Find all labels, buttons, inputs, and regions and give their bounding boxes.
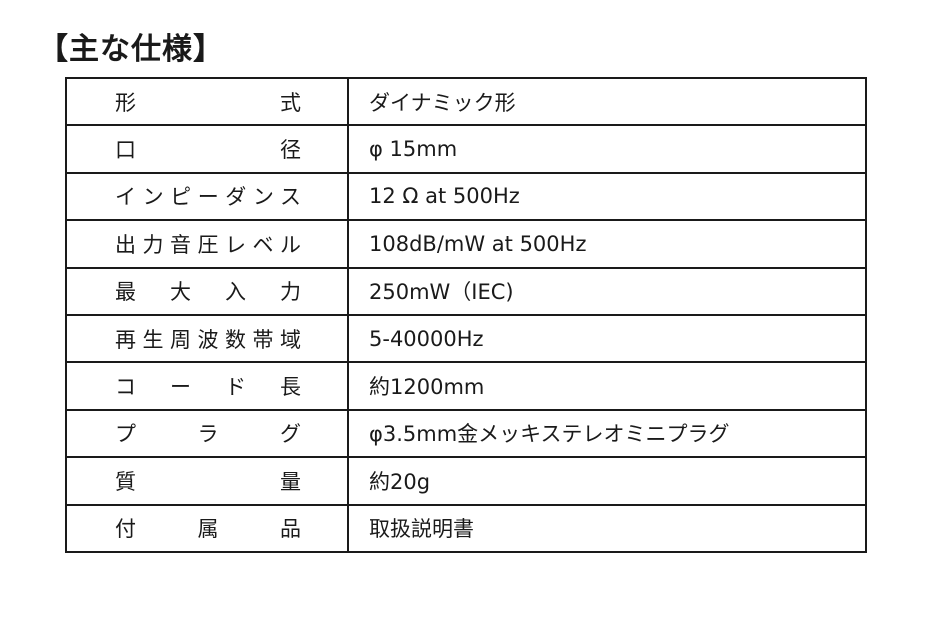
spec-row: インピーダンス 12 Ω at 500Hz: [65, 171, 867, 222]
spec-row: コード長 約1200mm: [65, 361, 867, 411]
spec-value: 約20g: [347, 456, 867, 506]
spec-value: 250mW（IEC): [347, 266, 867, 316]
spec-row: 再生周波数帯域 5-40000Hz: [65, 313, 867, 364]
spec-value: ダイナミック形: [347, 76, 867, 127]
spec-row: 付属品 取扱説明書: [65, 503, 867, 553]
spec-row: プラグ φ3.5mm金メッキステレオミニプラグ: [65, 408, 867, 459]
spec-value: 約1200mm: [347, 361, 867, 411]
spec-label: 最大入力: [115, 280, 301, 305]
spec-value: 取扱説明書: [347, 503, 867, 553]
spec-label-cell: 質量: [65, 456, 349, 506]
spec-label: 出力音圧レベル: [115, 232, 301, 257]
spec-label: インピーダンス: [115, 185, 301, 210]
spec-label-cell: インピーダンス: [65, 171, 349, 222]
spec-value: φ 15mm: [347, 124, 867, 174]
spec-label-cell: 再生周波数帯域: [65, 313, 349, 364]
spec-row: 口径 φ 15mm: [65, 124, 867, 174]
spec-row: 質量 約20g: [65, 456, 867, 506]
spec-value: 12 Ω at 500Hz: [347, 171, 867, 222]
spec-label-cell: 口径: [65, 124, 349, 174]
spec-label: 付属品: [115, 517, 301, 542]
spec-value: 5-40000Hz: [347, 313, 867, 364]
spec-value: φ3.5mm金メッキステレオミニプラグ: [347, 408, 867, 459]
spec-value: 108dB/mW at 500Hz: [347, 219, 867, 269]
spec-label-cell: 付属品: [65, 503, 349, 553]
section-title: 【主な仕様】: [38, 32, 224, 67]
spec-table: 形式 ダイナミック形 口径 φ 15mm インピーダンス 12 Ω at 500Hz 出力音…: [65, 76, 867, 553]
spec-row: 出力音圧レベル 108dB/mW at 500Hz: [65, 219, 867, 269]
spec-row: 形式 ダイナミック形: [65, 76, 867, 127]
spec-label: プラグ: [115, 422, 301, 447]
spec-label: 質量: [115, 469, 301, 494]
spec-label: 再生周波数帯域: [115, 327, 301, 352]
spec-label-cell: 最大入力: [65, 266, 349, 316]
spec-label-cell: プラグ: [65, 408, 349, 459]
spec-label: 口径: [115, 138, 301, 163]
spec-label-cell: コード長: [65, 361, 349, 411]
spec-label-cell: 出力音圧レベル: [65, 219, 349, 269]
spec-label: コード長: [115, 375, 301, 400]
spec-label: 形式: [115, 90, 301, 115]
spec-row: 最大入力 250mW（IEC): [65, 266, 867, 316]
spec-label-cell: 形式: [65, 76, 349, 127]
